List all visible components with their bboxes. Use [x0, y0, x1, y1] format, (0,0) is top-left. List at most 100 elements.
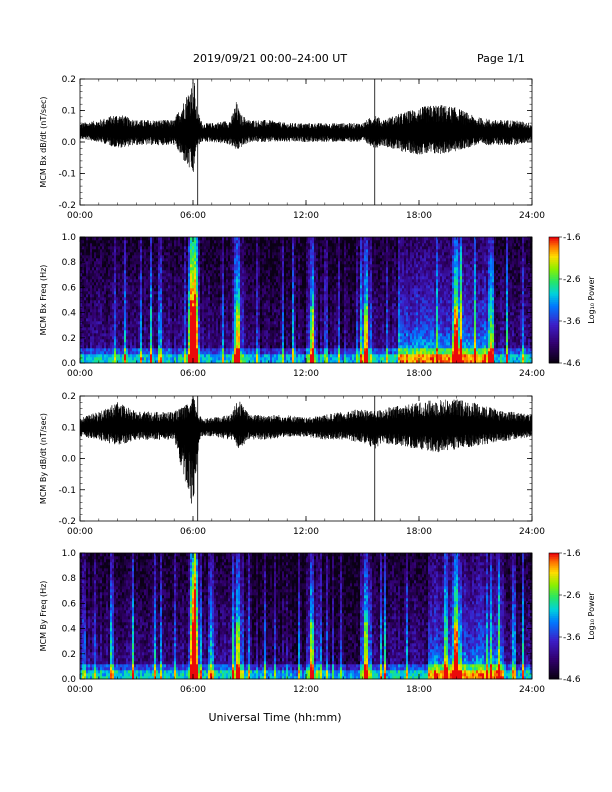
heat-cell — [142, 357, 145, 361]
heat-cell — [200, 303, 203, 307]
heat-cell — [88, 243, 91, 247]
heat-cell — [134, 330, 137, 334]
heat-cell — [210, 342, 213, 346]
heat-cell — [292, 306, 295, 310]
heat-cell — [150, 246, 153, 250]
heat-cell — [156, 279, 159, 283]
heat-cell — [290, 267, 293, 271]
heat-cell — [150, 315, 153, 319]
heat-cell — [94, 243, 97, 247]
heat-cell — [108, 267, 111, 271]
heat-cell — [172, 357, 175, 361]
heat-cell — [246, 342, 249, 346]
heat-cell — [208, 339, 211, 343]
heat-cell — [88, 351, 91, 355]
heat-cell — [232, 354, 235, 358]
heat-cell — [198, 285, 201, 289]
heat-cell — [84, 354, 87, 358]
heat-cell — [210, 276, 213, 280]
heat-cell — [242, 321, 245, 325]
heat-cell — [86, 294, 89, 298]
heat-cell — [242, 249, 245, 253]
heat-cell — [192, 276, 195, 280]
heat-cell — [98, 333, 101, 337]
heat-cell — [254, 294, 257, 298]
heat-cell — [142, 255, 145, 259]
heat-cell — [200, 336, 203, 340]
heat-cell — [294, 315, 297, 319]
heat-cell — [250, 318, 253, 322]
heat-cell — [252, 288, 255, 292]
heat-cell — [270, 321, 273, 325]
heat-cell — [82, 315, 85, 319]
heat-cell — [94, 297, 97, 301]
heat-cell — [206, 345, 209, 349]
heat-cell — [122, 255, 125, 259]
heat-cell — [162, 279, 165, 283]
heat-cell — [244, 351, 247, 355]
heat-cell — [222, 246, 225, 250]
heat-cell — [298, 282, 301, 286]
heat-cell — [266, 306, 269, 310]
heat-cell — [100, 270, 103, 274]
heat-cell — [310, 264, 313, 268]
heat-cell — [98, 288, 101, 292]
heat-cell — [296, 321, 299, 325]
heat-cell — [92, 312, 95, 316]
heat-cell — [282, 282, 285, 286]
heat-cell — [178, 300, 181, 304]
heat-cell — [150, 267, 153, 271]
heat-cell — [190, 357, 193, 361]
heat-cell — [298, 339, 301, 343]
heat-cell — [128, 288, 131, 292]
heat-cell — [256, 339, 259, 343]
heat-cell — [96, 321, 99, 325]
heat-cell — [176, 264, 179, 268]
heat-cell — [154, 348, 157, 352]
heat-cell — [102, 357, 105, 361]
heat-cell — [136, 348, 139, 352]
heat-cell — [100, 267, 103, 271]
heat-cell — [290, 273, 293, 277]
heat-cell — [290, 309, 293, 313]
heat-cell — [86, 285, 89, 289]
heat-cell — [190, 360, 193, 364]
heat-cell — [284, 270, 287, 274]
heat-cell — [212, 282, 215, 286]
heat-cell — [112, 258, 115, 262]
heat-cell — [178, 282, 181, 286]
heat-cell — [174, 357, 177, 361]
heat-cell — [192, 339, 195, 343]
heat-cell — [108, 252, 111, 256]
heat-cell — [98, 354, 101, 358]
heat-cell — [174, 276, 177, 280]
heat-cell — [88, 261, 91, 265]
heat-cell — [194, 288, 197, 292]
heat-cell — [264, 300, 267, 304]
heat-cell — [252, 252, 255, 256]
heat-cell — [98, 252, 101, 256]
heat-cell — [208, 294, 211, 298]
heat-cell — [106, 339, 109, 343]
heat-cell — [310, 312, 313, 316]
heat-cell — [132, 312, 135, 316]
heat-cell — [250, 312, 253, 316]
heat-cell — [82, 360, 85, 364]
heat-cell — [146, 357, 149, 361]
heat-cell — [240, 345, 243, 349]
heat-cell — [298, 306, 301, 310]
heat-cell — [210, 333, 213, 337]
heat-cell — [158, 264, 161, 268]
heat-cell — [150, 318, 153, 322]
heat-cell — [268, 240, 271, 244]
heat-cell — [124, 330, 127, 334]
heat-cell — [80, 312, 83, 316]
heat-cell — [174, 270, 177, 274]
heat-cell — [272, 339, 275, 343]
heat-cell — [192, 318, 195, 322]
heat-cell — [176, 360, 179, 364]
heat-cell — [174, 258, 177, 262]
heat-cell — [310, 309, 313, 313]
heat-cell — [112, 345, 115, 349]
heat-cell — [188, 276, 191, 280]
